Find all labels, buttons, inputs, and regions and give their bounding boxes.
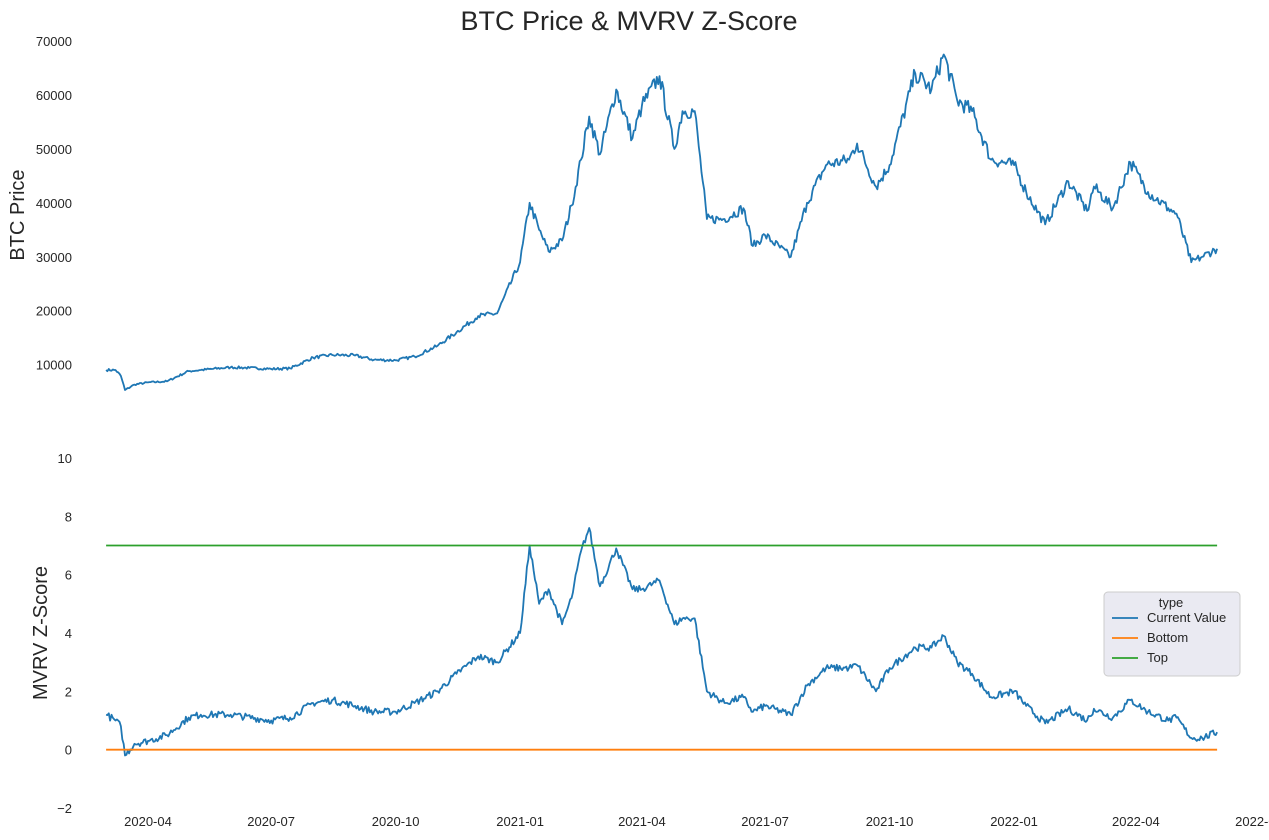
mvrv-x-ticks: 2020-04 2020-07 2020-10 2021-01 2021-04 2021-… <box>124 814 1269 829</box>
legend-box <box>1103 591 1241 677</box>
mvrv-x-tick-label: 2020-10 <box>372 814 420 829</box>
mvrv-x-tick-label: 2021-04 <box>618 814 666 829</box>
price-y-tick-label: 30000 <box>36 250 72 265</box>
legend-label: Current Value <box>1147 610 1226 625</box>
price-y-tick-label: 10000 <box>36 358 72 373</box>
price-y-tick-label: 50000 <box>36 142 72 157</box>
price-y-tick-label: 20000 <box>36 304 72 319</box>
price-y-tick-label: 70000 <box>36 34 72 49</box>
mvrv-lines <box>105 527 1218 757</box>
price-panel: BTC Price 10000 20000 30000 40000 50000 60000… <box>7 34 1218 391</box>
mvrv-y-tick-label: 10 <box>58 451 72 466</box>
mvrv-x-tick-label: 2022-04 <box>1112 814 1160 829</box>
price-y-tick-label: 60000 <box>36 88 72 103</box>
price-y-tick-label: 40000 <box>36 196 72 211</box>
mvrv-y-tick-label: 8 <box>65 509 72 524</box>
price-lines <box>105 53 1218 391</box>
price-y-label: BTC Price <box>7 169 29 260</box>
mvrv-x-tick-label: 2021-10 <box>866 814 914 829</box>
legend-title: type <box>1159 595 1184 610</box>
legend-label: Bottom <box>1147 630 1188 645</box>
mvrv-x-tick-label: 2021-01 <box>496 814 544 829</box>
mvrv-y-tick-label: −2 <box>57 801 72 816</box>
mvrv-x-tick-label: 2022-07 <box>1235 814 1269 829</box>
price-y-ticks: 10000 20000 30000 40000 50000 60000 70000 <box>36 34 72 373</box>
mvrv-x-tick-label: 2020-04 <box>124 814 172 829</box>
legend-label: Top <box>1147 650 1168 665</box>
mvrv-y-tick-label: 4 <box>65 626 72 641</box>
chart-title: BTC Price & MVRV Z-Score <box>460 6 797 36</box>
price-series-line <box>105 53 1218 391</box>
mvrv-series-current-value <box>105 527 1218 757</box>
legend: type Current Value Bottom Top <box>1103 591 1241 677</box>
mvrv-y-tick-label: 6 <box>65 568 72 583</box>
mvrv-x-tick-label: 2022-01 <box>990 814 1038 829</box>
mvrv-x-tick-label: 2020-07 <box>247 814 295 829</box>
mvrv-x-tick-label: 2021-07 <box>741 814 789 829</box>
mvrv-y-tick-label: 2 <box>65 684 72 699</box>
mvrv-y-label: MVRV Z-Score <box>30 566 52 700</box>
mvrv-y-tick-label: 0 <box>65 743 72 758</box>
mvrv-y-ticks: −2 0 2 4 6 8 10 <box>57 451 72 816</box>
